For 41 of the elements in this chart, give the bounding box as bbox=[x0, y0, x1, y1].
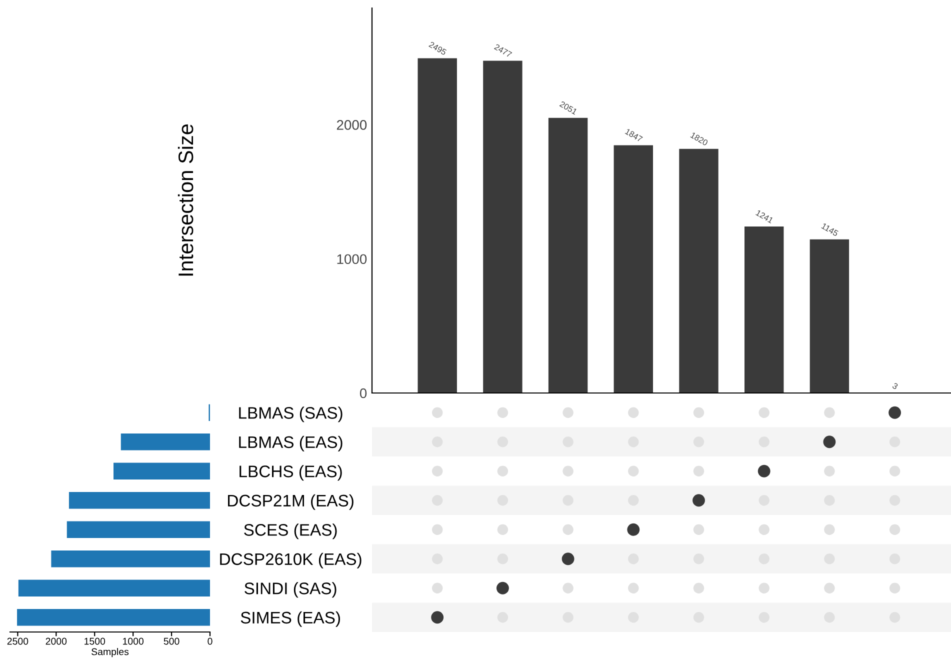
y-tick-label: LBMAS (EAS) bbox=[239, 436, 342, 452]
y-tick-label: LBCHS (EAS) bbox=[240, 465, 342, 481]
y-tick-label: LBMAS (SAS) bbox=[239, 406, 342, 422]
y-tick-label: SCES (EAS) bbox=[244, 524, 337, 540]
y-tick-label: 2000 bbox=[336, 120, 367, 130]
data-label: 1145 bbox=[821, 222, 839, 236]
x-tick-label: 1000 bbox=[123, 638, 144, 645]
y-tick-label: SINDI (SAS) bbox=[244, 582, 336, 598]
bar bbox=[679, 148, 718, 393]
data-label: 1820 bbox=[690, 132, 708, 146]
data-label: 3 bbox=[892, 382, 898, 390]
x-tick-label: 0 bbox=[208, 638, 212, 645]
y-tick-label: SIMES (EAS) bbox=[240, 611, 340, 627]
x-tick-label: 2000 bbox=[46, 638, 67, 645]
x-tick-label: 1500 bbox=[84, 638, 106, 645]
data-label: 2051 bbox=[559, 100, 578, 115]
x-tick-label: 500 bbox=[164, 638, 180, 645]
y-tick-label: DCSP21M (EAS) bbox=[228, 494, 354, 510]
bar bbox=[18, 580, 210, 596]
x-axis-title: Samples bbox=[92, 648, 129, 658]
x-tick-label: 2500 bbox=[7, 638, 28, 645]
data-label: 1847 bbox=[624, 128, 643, 142]
data-label: 1241 bbox=[756, 210, 774, 224]
bar bbox=[68, 492, 210, 509]
bar bbox=[744, 226, 784, 393]
data-label: 2495 bbox=[428, 41, 447, 56]
y-tick-label: 0 bbox=[360, 388, 367, 398]
bar bbox=[17, 609, 210, 626]
bar bbox=[614, 145, 654, 393]
bar bbox=[418, 58, 457, 393]
y-tick-label: DCSP2610K (EAS) bbox=[220, 552, 362, 568]
bar bbox=[483, 60, 522, 393]
bar bbox=[113, 462, 210, 480]
bar bbox=[51, 550, 210, 568]
bar bbox=[120, 434, 210, 450]
bar bbox=[548, 118, 588, 393]
bar bbox=[66, 521, 210, 538]
bar bbox=[810, 239, 850, 393]
y-axis-title: Intersection Size bbox=[178, 124, 194, 276]
y-tick-label: 1000 bbox=[337, 254, 367, 264]
data-label: 2477 bbox=[494, 44, 512, 58]
